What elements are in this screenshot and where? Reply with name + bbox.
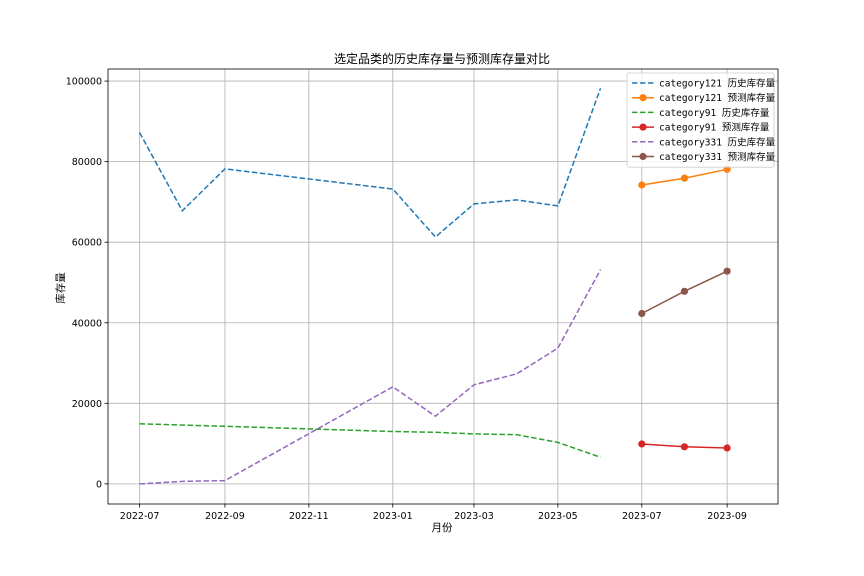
legend-marker [639, 123, 647, 131]
x-tick-label: 2022-07 [120, 511, 160, 522]
data-point [680, 287, 689, 295]
legend-label: category91 预测库存量 [659, 122, 770, 134]
x-tick-label: 2023-03 [454, 511, 494, 522]
legend-label: category121 历史库存量 [659, 78, 776, 90]
x-tick-label: 2023-01 [373, 511, 413, 522]
data-point [680, 174, 689, 182]
data-point [638, 309, 646, 318]
legend-marker [639, 94, 647, 102]
legend-label: category91 历史库存量 [659, 107, 770, 119]
legend-label: category331 历史库存量 [659, 136, 776, 148]
y-tick-label: 20000 [72, 399, 102, 410]
legend-marker [639, 152, 647, 161]
y-tick-label: 100000 [66, 77, 102, 88]
legend-box [626, 72, 775, 168]
legend: category121 历史库存量 category121 预测库存量 catego… [626, 72, 776, 168]
y-tick-label: 60000 [72, 238, 102, 249]
series-line [139, 423, 601, 459]
data-point [723, 267, 731, 275]
legend-label: category331 预测库存量 [659, 151, 776, 163]
legend-label: category121 预测库存量 [659, 92, 776, 104]
x-tick-label: 2023-09 [707, 511, 747, 522]
series-line [139, 269, 602, 485]
x-tick-label: 2022-09 [205, 511, 245, 522]
y-tick-label: 40000 [72, 318, 102, 329]
y-tick-label: 0 [96, 479, 102, 490]
x-tick-label: 2023-05 [538, 511, 578, 522]
plot-area [138, 88, 731, 485]
data-point [680, 443, 689, 451]
x-axis-label: 月份 [432, 522, 453, 534]
x-tick-label: 2023-07 [622, 511, 662, 522]
chart-title: 选定品类的历史库存量与预测库存量对比 [334, 51, 550, 66]
series-line [138, 88, 602, 239]
x-axis: 2022-07 2022-09 2022-11 2023-01 2023-03 2023-… [120, 504, 747, 522]
data-point [638, 440, 646, 448]
data-point [723, 444, 731, 452]
x-tick-label: 2022-11 [289, 511, 329, 522]
y-tick-label: 80000 [72, 157, 102, 168]
y-axis-label: 库存量 [54, 272, 67, 304]
data-point [638, 181, 646, 189]
axes-frame [107, 68, 779, 505]
y-axis: 0 20000 40000 60000 80000 100000 [66, 77, 108, 490]
